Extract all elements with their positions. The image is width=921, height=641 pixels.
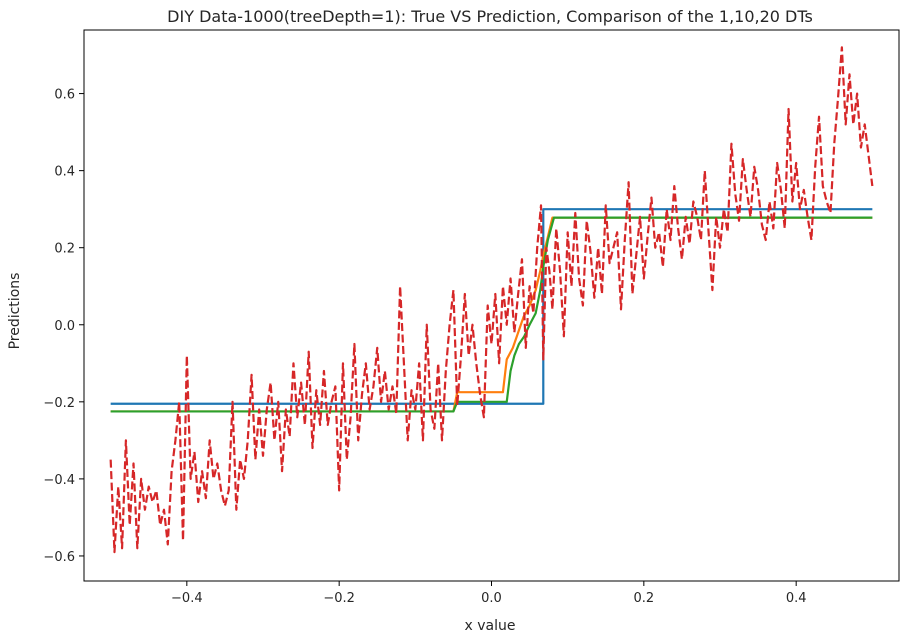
series-layer [109,46,874,554]
x-tick-label: 0.4 [786,591,807,606]
chart-title: DIY Data-1000(treeDepth=1): True VS Pred… [167,7,813,26]
x-tick-label: 0.0 [481,591,502,606]
series-line-4 [109,46,874,554]
x-tick-label: 0.2 [633,591,654,606]
series-group [109,46,874,554]
x-tick-label: −0.2 [323,591,355,606]
x-tick-label: −0.4 [171,591,203,606]
y-tick-label: 0.0 [54,319,75,334]
x-axis-title: x value [465,618,516,634]
y-tick-label: 0.4 [54,165,75,180]
y-tick-label: −0.6 [43,550,75,565]
y-axis-title: Predictions [7,273,23,350]
y-tick-label: −0.2 [43,396,75,411]
y-tick-label: 0.2 [54,242,75,257]
axes-layer: −0.4 −0.2 0.0 0.2 0.4 −0.6 −0.4 −0.2 0.0 0.2 0.4 0.… [43,29,900,606]
y-tick-label: −0.4 [43,473,75,488]
y-tick-label: 0.6 [54,88,75,103]
